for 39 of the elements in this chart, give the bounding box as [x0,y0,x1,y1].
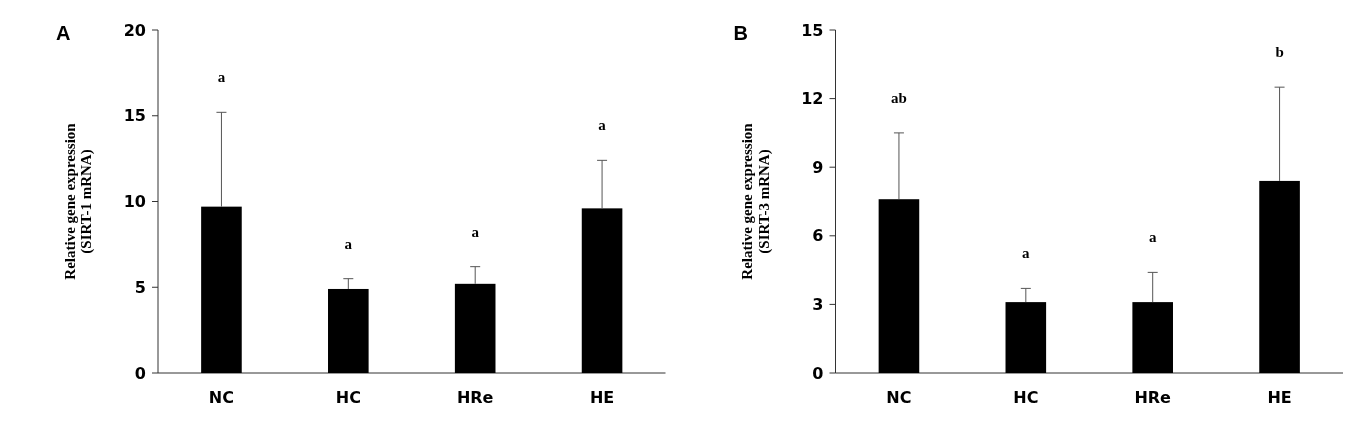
annotation: a [1022,245,1031,262]
annotation: ab [891,89,907,106]
y-tick-label: 9 [812,157,824,177]
y-tick-label: 3 [812,295,824,314]
x-tick-label: HRe [1134,388,1172,407]
annotation: a [217,69,226,86]
bar [454,283,496,373]
x-tick-label: HE [589,388,615,407]
annotation: b [1275,44,1284,61]
bar [328,288,369,373]
y-tick-label: 5 [134,277,146,297]
bar [581,208,623,373]
bar [878,199,920,373]
bar [1005,302,1047,373]
annotation: a [471,223,480,240]
y-tick-label: 12 [801,89,824,109]
x-tick-label: HC [335,388,361,407]
y-tick-label: 15 [123,106,146,126]
x-tick-label: HRe [456,388,494,407]
bar [1132,302,1173,373]
x-tick-label: NC [208,388,235,407]
y-tick-label: 6 [812,226,824,246]
y-axis-title: Relative gene expression (SIRT-1 mRNA) [61,122,96,280]
y-tick-label: 0 [812,363,824,383]
x-tick-label: HC [1013,388,1039,407]
annotation: a [1148,229,1157,246]
y-axis-title: Relative gene expression (SIRT-3 mRNA) [739,122,773,280]
annotation: a [344,235,353,252]
chart-title: B [733,22,748,44]
annotation: a [598,117,607,134]
y-tick-label: 15 [801,20,824,40]
x-tick-label: NC [886,388,912,407]
chart-title: A [56,22,71,44]
x-tick-label: HE [1267,388,1292,407]
y-tick-label: 0 [134,363,146,383]
bar [1259,180,1300,373]
y-tick-label: 20 [123,20,146,40]
y-tick-label: 10 [123,192,146,212]
bar [201,206,242,373]
